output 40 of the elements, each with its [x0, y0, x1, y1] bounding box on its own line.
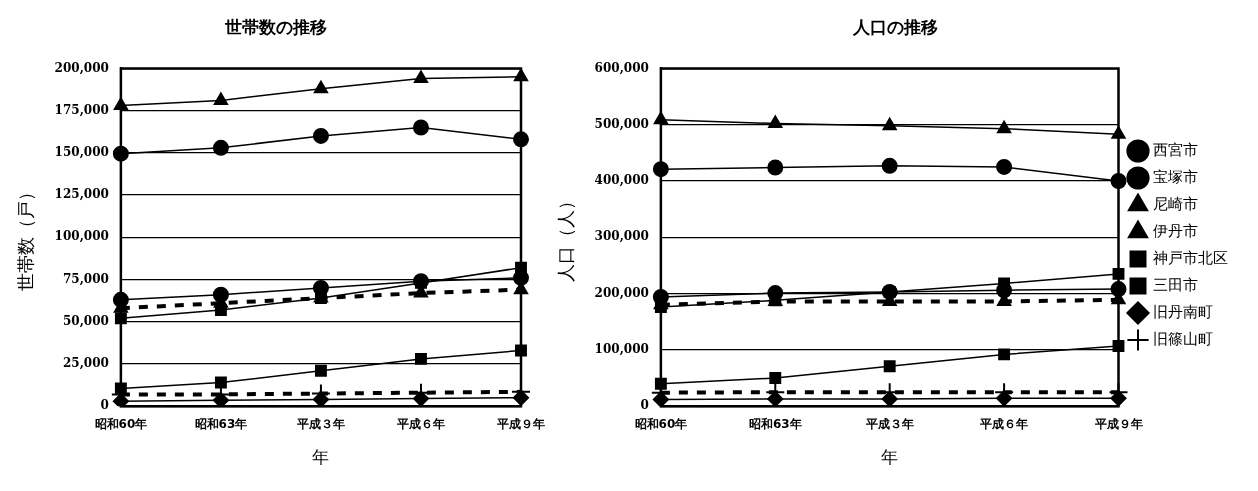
x-tick-label: 平成３年 — [864, 416, 914, 431]
chart-title: 世帯数の推移 — [223, 16, 327, 37]
y-tick-label: 200,000 — [54, 60, 109, 75]
x-axis-title: 年 — [881, 447, 899, 468]
x-tick-label: 昭和63年 — [748, 416, 802, 431]
x-tick-label: 平成９年 — [496, 416, 545, 431]
y-tick-label: 0 — [100, 398, 109, 413]
y-tick-label: 75,000 — [62, 271, 109, 286]
y-tick-label: 125,000 — [54, 187, 109, 202]
y-axis-title: 人口（人） — [555, 192, 577, 283]
y-axis-title: 世帯数（戸） — [15, 183, 37, 292]
x-tick-label: 平成９年 — [1093, 416, 1143, 431]
legend-label: 旧篠山町 — [1153, 329, 1213, 348]
y-tick-label: 100,000 — [54, 229, 109, 244]
legend-label: 旧丹南町 — [1153, 302, 1213, 321]
y-tick-label: 175,000 — [54, 102, 109, 117]
y-tick-label: 100,000 — [594, 342, 649, 357]
y-tick-label: 150,000 — [54, 144, 109, 159]
x-tick-label: 平成６年 — [979, 416, 1029, 431]
x-axis-title: 年 — [312, 447, 330, 468]
legend-label: 三田市 — [1153, 275, 1198, 294]
x-tick-label: 平成３年 — [295, 416, 345, 431]
y-tick-label: 50,000 — [62, 313, 109, 328]
y-tick-label: 400,000 — [594, 173, 649, 188]
legend-label: 神戸市北区 — [1153, 248, 1228, 267]
x-tick-label: 平成６年 — [395, 416, 445, 431]
chart-title: 人口の推移 — [852, 16, 938, 37]
legend-label: 尼崎市 — [1153, 194, 1198, 213]
legend-label: 宝塚市 — [1153, 167, 1198, 186]
x-tick-label: 昭和60年 — [634, 416, 688, 431]
y-tick-label: 500,000 — [594, 116, 649, 131]
y-tick-label: 25,000 — [62, 356, 109, 371]
y-tick-label: 200,000 — [594, 285, 649, 300]
y-tick-label: 0 — [640, 398, 649, 413]
y-tick-label: 600,000 — [594, 60, 649, 75]
legend-label: 伊丹市 — [1153, 221, 1198, 240]
x-tick-label: 昭和60年 — [94, 416, 148, 431]
legend-label: 西宮市 — [1153, 140, 1198, 159]
y-tick-label: 300,000 — [594, 229, 649, 244]
x-tick-label: 昭和63年 — [194, 416, 248, 431]
